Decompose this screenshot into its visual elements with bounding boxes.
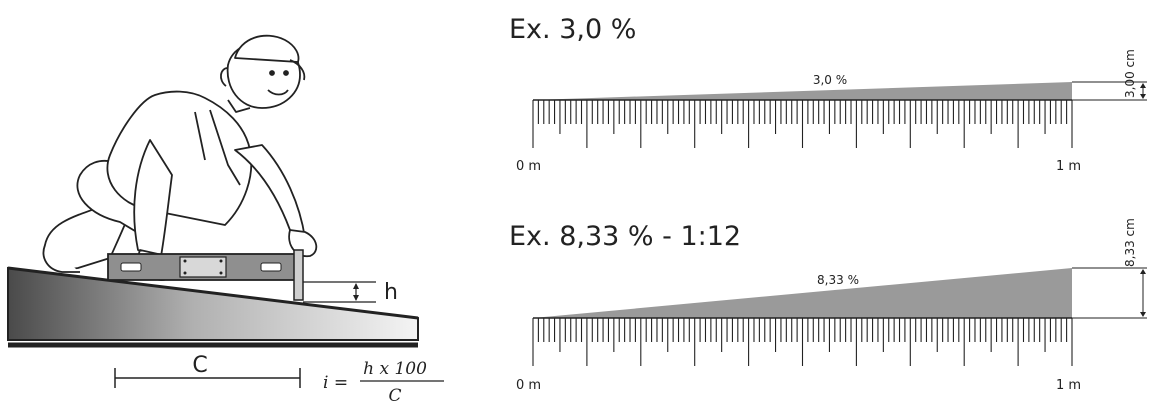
slope-label: 8,33 %: [817, 273, 859, 287]
height-dimension: [303, 281, 376, 303]
rise-dimension: [1072, 81, 1147, 101]
example-title: Ex. 8,33 % - 1:12: [509, 221, 741, 252]
worker-figure: [42, 34, 318, 281]
formula-numerator: h x 100: [363, 359, 427, 379]
rise-label: 8,33 cm: [1123, 218, 1137, 267]
formula-lhs: i =: [323, 373, 348, 393]
rise-label: 3,00 cm: [1123, 49, 1137, 98]
slope-wedge: [533, 268, 1072, 318]
ramp-illustration: h C i = h x 100 C: [7, 34, 444, 406]
slope-formula: i = h x 100 C: [323, 359, 444, 406]
formula-denominator: C: [388, 386, 401, 403]
example-8-33-percent: Ex. 8,33 % - 1:12 8,33 % 0 m 1 m 8,33 cm: [509, 218, 1147, 393]
rise-arrow-top: [1140, 83, 1146, 88]
rise-dimension: [1072, 267, 1147, 319]
meter-ruler: [532, 317, 1073, 366]
ruler-end-label: 1 m: [1056, 378, 1081, 393]
ruler-end-label: 1 m: [1056, 159, 1081, 174]
example-title: Ex. 3,0 %: [509, 14, 636, 45]
length-dimension: [114, 368, 301, 388]
rise-arrow-bottom: [1140, 312, 1146, 317]
ruler-start-label: 0 m: [516, 378, 541, 393]
rise-arrow-top: [1140, 269, 1146, 275]
rise-arrow-bottom: [1140, 94, 1146, 99]
ruler-start-label: 0 m: [516, 159, 541, 174]
c-label: C: [192, 353, 207, 378]
h-label: h: [384, 280, 398, 305]
slope-label: 3,0 %: [813, 73, 847, 87]
example-3-percent: Ex. 3,0 % 3,0 % 0 m 1 m 3,00 cm: [509, 14, 1147, 174]
meter-ruler: [532, 99, 1073, 148]
spirit-level: [107, 249, 304, 301]
slope-wedge: [533, 82, 1072, 100]
